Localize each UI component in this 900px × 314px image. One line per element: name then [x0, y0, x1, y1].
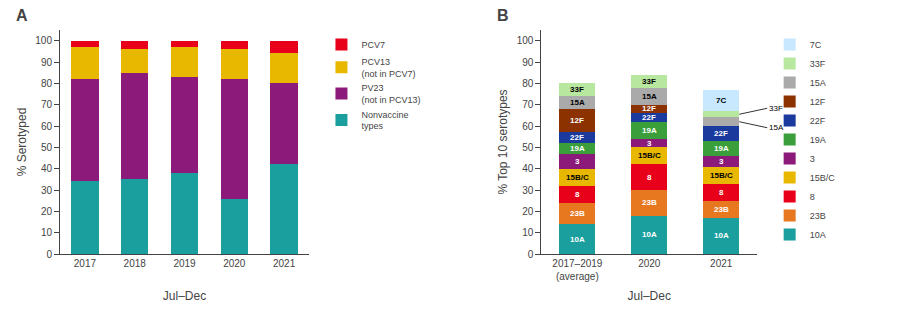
svg-text:33F: 33F	[570, 85, 584, 94]
svg-text:15B/C: 15B/C	[710, 171, 733, 180]
svg-text:70: 70	[522, 99, 534, 110]
svg-text:15A: 15A	[810, 78, 826, 88]
svg-text:Jul–Dec: Jul–Dec	[628, 289, 671, 303]
svg-text:B: B	[497, 7, 509, 24]
svg-text:12F: 12F	[642, 104, 656, 113]
svg-text:80: 80	[41, 78, 53, 89]
svg-text:40: 40	[41, 163, 53, 174]
svg-text:3: 3	[575, 157, 580, 166]
svg-text:23B: 23B	[642, 198, 657, 207]
svg-text:23B: 23B	[714, 205, 729, 214]
svg-text:2019: 2019	[173, 258, 196, 269]
svg-text:0: 0	[528, 249, 534, 260]
svg-text:PV23(not in PCV13): PV23(not in PCV13)	[361, 83, 420, 105]
svg-text:8: 8	[810, 192, 815, 202]
svg-text:2021: 2021	[710, 258, 733, 269]
svg-text:2020: 2020	[223, 258, 246, 269]
svg-text:15B/C: 15B/C	[638, 151, 661, 160]
svg-text:% Serotyped: % Serotyped	[15, 108, 29, 177]
svg-text:% Top 10 serotypes: % Top 10 serotypes	[496, 89, 510, 194]
svg-text:Jul–Dec: Jul–Dec	[163, 289, 206, 303]
svg-text:15A: 15A	[642, 92, 657, 101]
svg-text:10A: 10A	[570, 235, 585, 244]
svg-text:40: 40	[522, 163, 534, 174]
svg-text:10: 10	[41, 227, 53, 238]
svg-text:2021: 2021	[273, 258, 296, 269]
svg-text:12F: 12F	[810, 97, 826, 107]
svg-text:50: 50	[41, 142, 53, 153]
svg-text:60: 60	[522, 121, 534, 132]
svg-text:2017–2019(average): 2017–2019(average)	[552, 258, 602, 282]
svg-text:23B: 23B	[570, 209, 585, 218]
svg-text:90: 90	[41, 57, 53, 68]
svg-text:19A: 19A	[642, 126, 657, 135]
svg-text:22F: 22F	[570, 133, 584, 142]
svg-text:2018: 2018	[124, 258, 147, 269]
svg-text:90: 90	[522, 57, 534, 68]
svg-text:70: 70	[41, 99, 53, 110]
svg-text:15B/C: 15B/C	[566, 173, 589, 182]
svg-text:20: 20	[41, 206, 53, 217]
svg-text:100: 100	[517, 35, 534, 46]
svg-text:30: 30	[41, 185, 53, 196]
svg-text:8: 8	[719, 188, 724, 197]
svg-text:30: 30	[522, 185, 534, 196]
svg-text:15A: 15A	[570, 98, 585, 107]
svg-text:Nonvaccinetypes: Nonvaccinetypes	[361, 110, 408, 132]
svg-text:2020: 2020	[638, 258, 661, 269]
svg-text:15A: 15A	[769, 123, 784, 132]
svg-text:22F: 22F	[714, 129, 728, 138]
svg-text:23B: 23B	[810, 211, 826, 221]
svg-text:8: 8	[647, 173, 652, 182]
svg-text:10: 10	[522, 227, 534, 238]
svg-text:20: 20	[522, 206, 534, 217]
svg-text:100: 100	[35, 35, 52, 46]
svg-text:80: 80	[522, 78, 534, 89]
svg-text:7C: 7C	[716, 96, 726, 105]
svg-text:60: 60	[41, 121, 53, 132]
svg-text:12F: 12F	[570, 116, 584, 125]
svg-text:PCV13(not in PCV7): PCV13(not in PCV7)	[361, 57, 415, 79]
svg-text:3: 3	[719, 157, 724, 166]
svg-text:2017: 2017	[74, 258, 97, 269]
svg-text:19A: 19A	[714, 144, 729, 153]
svg-text:50: 50	[522, 142, 534, 153]
svg-text:3: 3	[810, 154, 815, 164]
svg-text:22F: 22F	[642, 113, 656, 122]
svg-text:10A: 10A	[642, 230, 657, 239]
svg-text:22F: 22F	[810, 116, 826, 126]
svg-text:33F: 33F	[642, 77, 656, 86]
svg-text:33F: 33F	[810, 59, 826, 69]
svg-text:3: 3	[647, 139, 652, 148]
svg-text:0: 0	[46, 249, 52, 260]
svg-text:19A: 19A	[810, 135, 826, 145]
svg-text:PCV7: PCV7	[361, 40, 385, 50]
svg-text:33F: 33F	[769, 104, 783, 113]
svg-text:10A: 10A	[810, 230, 826, 240]
svg-text:10A: 10A	[714, 231, 729, 240]
svg-text:7C: 7C	[810, 40, 822, 50]
svg-text:19A: 19A	[570, 144, 585, 153]
svg-text:15B/C: 15B/C	[810, 173, 836, 183]
svg-text:A: A	[16, 7, 28, 24]
svg-text:8: 8	[575, 190, 580, 199]
